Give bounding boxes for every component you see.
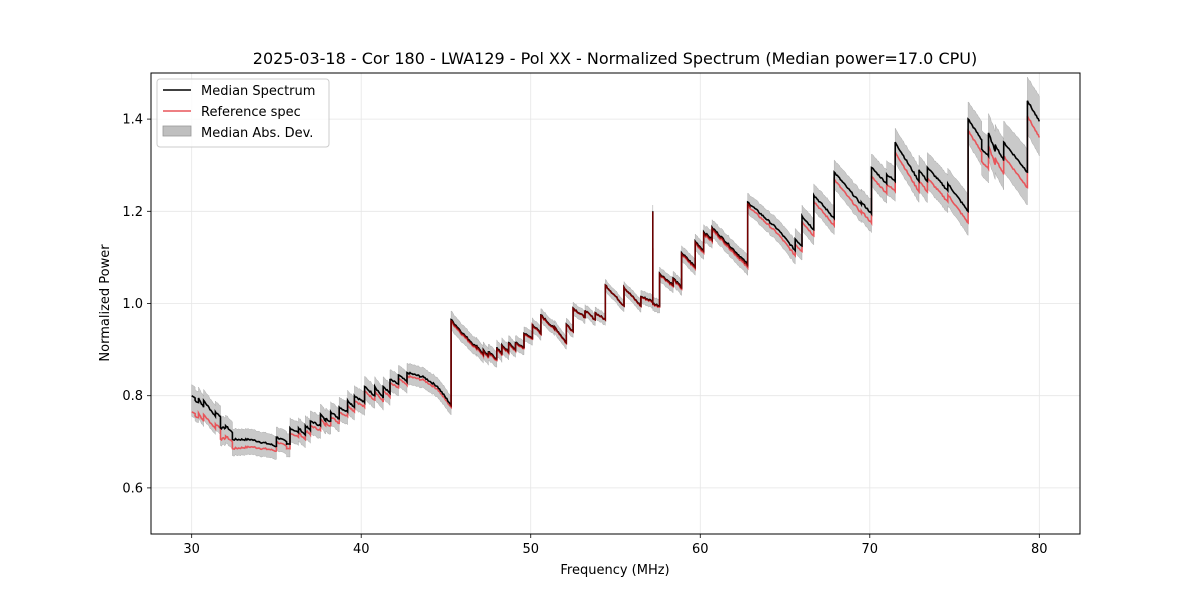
x-tick-label: 40 (353, 542, 370, 557)
x-tick-label: 80 (1031, 542, 1048, 557)
legend-label-mad: Median Abs. Dev. (201, 126, 313, 141)
chart-title: 2025-03-18 - Cor 180 - LWA129 - Pol XX -… (253, 49, 977, 68)
x-tick-label: 50 (522, 542, 539, 557)
y-tick-label: 0.6 (122, 481, 143, 496)
y-axis-ticks: 0.6 0.8 1.0 1.2 1.4 (122, 113, 151, 496)
overlap-line (449, 202, 752, 409)
x-tick-label: 60 (692, 542, 709, 557)
grid (151, 73, 1080, 534)
legend: Median Spectrum Reference spec Median Ab… (156, 78, 330, 148)
y-axis-label: Normalized Power (98, 244, 113, 362)
x-tick-label: 70 (862, 542, 879, 557)
y-tick-label: 1.2 (122, 205, 143, 220)
mad-band (191, 77, 1040, 460)
legend-box (156, 78, 330, 148)
series-lines (191, 100, 1041, 453)
y-tick-label: 0.8 (122, 389, 143, 404)
x-tick-label: 30 (183, 542, 200, 557)
mad-band-group (191, 77, 1040, 460)
legend-label-reference: Reference spec (201, 105, 301, 120)
x-axis-label: Frequency (MHz) (560, 563, 669, 578)
y-tick-label: 1.0 (122, 297, 143, 312)
y-tick-label: 1.4 (122, 113, 143, 128)
legend-label-median: Median Spectrum (201, 84, 315, 99)
x-axis-ticks: 30 40 50 60 70 80 (183, 534, 1048, 557)
legend-swatch-mad (162, 125, 192, 137)
